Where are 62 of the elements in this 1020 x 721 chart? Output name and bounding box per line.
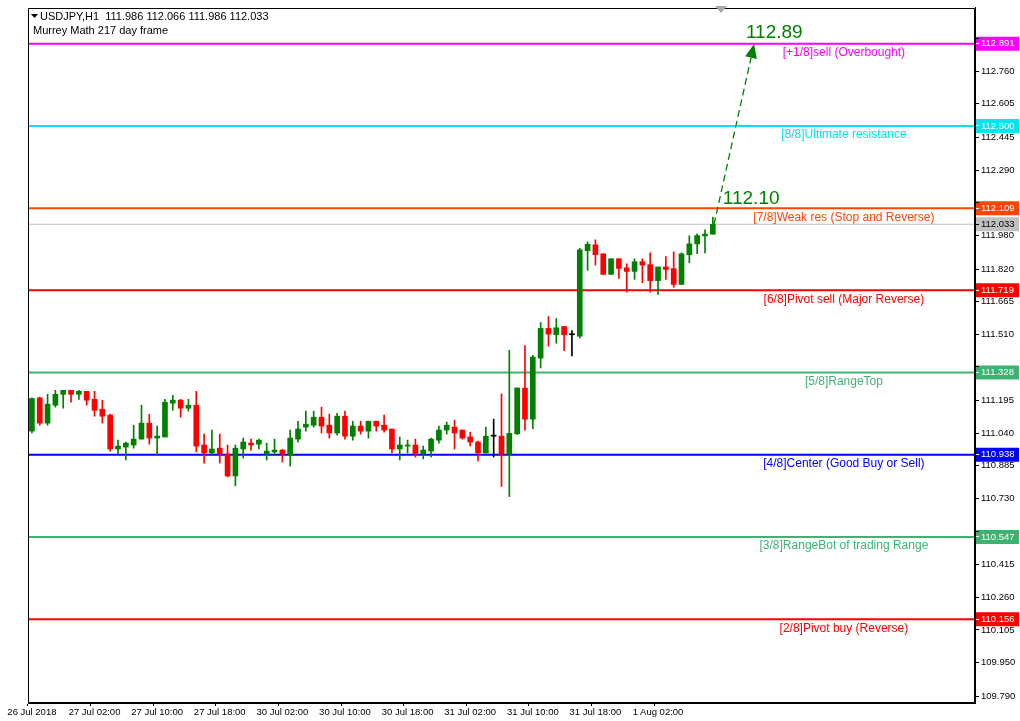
annotation: 112.89 (745, 20, 803, 42)
candlestick (60, 389, 67, 409)
candlestick (216, 433, 223, 464)
y-tick-label: 112.033 (981, 217, 1015, 229)
text: Murrey Math 217 day frame (33, 23, 169, 37)
y-tick-label: 111.665 (981, 295, 1014, 307)
y-tick-label: 111.328 (981, 366, 1014, 378)
y-tick-label: 110.105 (981, 623, 1015, 635)
ref-line-label: [5/8]RangeTop (804, 373, 884, 388)
y-tick-label: 109.790 (981, 689, 1016, 701)
x-tick-label: 27 Jul 18:00 (193, 706, 246, 718)
y-tick-label: 110.156 (981, 612, 1015, 624)
candlestick (115, 439, 121, 455)
ref-line-label: [6/8]Pivot sell (Major Reverse) (763, 291, 925, 306)
candlestick (303, 410, 309, 432)
candlestick (263, 442, 270, 461)
y-tick-label: 111.040 (981, 426, 1014, 438)
x-tick-label: 31 Jul 18:00 (569, 706, 622, 718)
ref-line-label: [2/8]Pivot buy (Reverse) (779, 620, 909, 635)
y-tick-label: 110.547 (981, 530, 1015, 542)
x-tick-label: 27 Jul 02:00 (68, 706, 121, 718)
candlestick (209, 429, 215, 456)
ref-line-label: [7/8]Weak res (Stop and Reverse) (753, 209, 935, 224)
y-tick-label: 112.109 (981, 201, 1015, 213)
candlestick (506, 349, 513, 497)
y-tick-label: 112.445 (981, 131, 1015, 143)
ref-line-label: [8/8]Ultimate resistance (781, 127, 907, 142)
chart-title: USDJPY,H1 111.986 112.066 111.986 112.033 (40, 9, 269, 23)
ref-line-label: [4/8]Center (Good Buy or Sell) (763, 455, 925, 470)
x-tick-label: 26 Jul 2018 (7, 706, 57, 718)
x-tick-label: 30 Jul 02:00 (256, 706, 309, 718)
annotation: 112.10 (722, 187, 780, 209)
y-tick-label: 110.260 (981, 590, 1015, 602)
y-tick-label: 111.719 (981, 283, 1014, 295)
y-tick-label: 112.290 (981, 163, 1015, 175)
candlestick (169, 395, 176, 411)
x-tick-label: 27 Jul 10:00 (131, 706, 184, 718)
x-tick-label: 31 Jul 10:00 (506, 706, 559, 718)
y-tick-label: 111.820 (981, 262, 1014, 274)
x-tick-label: 1 Aug 02:00 (632, 706, 684, 718)
candlestick (663, 256, 669, 280)
ref-line-label: [+1/8]sell (Overbought) (782, 45, 906, 59)
y-tick-label: 110.885 (981, 459, 1015, 471)
candlestick (702, 229, 708, 254)
y-tick-label: 112.891 (981, 37, 1015, 49)
x-tick-label: 30 Jul 18:00 (381, 706, 434, 718)
y-tick-label: 111.195 (981, 394, 1014, 406)
y-tick-label: 112.605 (981, 97, 1015, 109)
candlestick (396, 436, 403, 461)
ref-line-label: [3/8]RangeBot of trading Range (759, 538, 929, 553)
y-tick-label: 110.730 (981, 492, 1015, 504)
y-tick-label: 112.500 (981, 119, 1015, 131)
y-tick-label: 110.938 (981, 448, 1015, 460)
y-tick-label: 111.510 (981, 327, 1014, 339)
y-tick-label: 111.980 (981, 229, 1014, 241)
y-tick-label: 110.415 (981, 558, 1015, 570)
y-tick-label: 112.760 (981, 64, 1015, 76)
x-tick-label: 31 Jul 02:00 (444, 706, 497, 718)
y-tick-label: 109.950 (981, 656, 1016, 668)
candlestick (123, 441, 129, 461)
candlestick (569, 330, 575, 357)
x-tick-label: 30 Jul 10:00 (319, 706, 371, 718)
